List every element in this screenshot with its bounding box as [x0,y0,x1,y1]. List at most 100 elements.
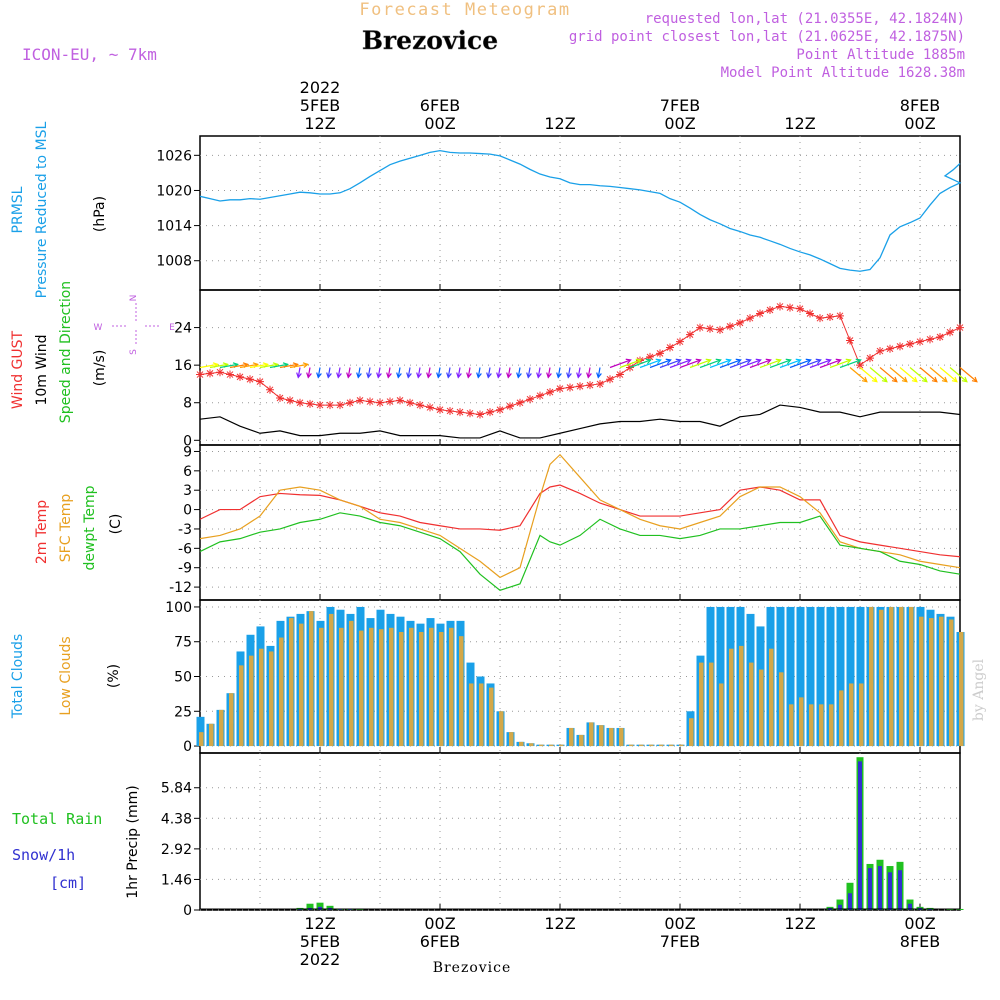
temp-label-dewpt: dewpt Temp [82,485,98,570]
low-cloud-bar [419,631,424,747]
pressure-panel-labels: PRMSL Pressure Reduced to MSL (hPa) [10,121,108,298]
pressure-ytick-label: 1014 [156,219,192,235]
wind-arrow-head [735,358,742,365]
gust-marker [206,369,214,378]
low-cloud-bar [429,627,434,747]
wind-arrow [447,367,451,378]
precipitation-frame [199,752,961,911]
wind-arrow [537,367,541,378]
gust-marker [426,403,434,412]
gust-marker [586,381,594,390]
low-cloud-bar [299,623,304,747]
rain-bar [316,902,324,910]
gust-marker [216,368,224,377]
temperature-ytick-label: -12 [169,580,192,596]
pressure-label-long: Pressure Reduced to MSL [34,121,50,298]
compass-s: S [129,349,139,355]
bottom-tick-label: 00Z [904,914,935,933]
wind-arrow [587,367,591,378]
low-cloud-bar [339,627,344,747]
wind-arrow-head [376,372,382,379]
top-tick-label: 00Z [424,114,455,133]
wind-arrow [417,367,421,378]
precip-panel-labels: Total Rain Snow/1h [cm] 1hr Precip (mm) [12,785,141,898]
low-cloud-bar [389,627,394,747]
wind-arrow-head [931,376,938,383]
gust-marker [786,303,794,312]
gust-marker [336,401,344,410]
wind-arrow [809,359,831,369]
wind-arrow [769,359,791,369]
low-cloud-bar [569,727,574,747]
wind-arrow-head [871,376,878,383]
top-tick-label: 12Z [784,114,815,133]
wind-arrow [909,367,928,383]
gust-marker [396,396,404,405]
gust-marker [266,385,274,394]
wind-arrow [487,367,491,378]
wind-arrow [307,367,311,378]
wind-arrow-head [951,376,958,383]
clouds-ytick-label: 0 [183,739,192,755]
wind-arrow [427,367,431,378]
temp-label-2m: 2m Temp [34,500,50,564]
wind-arrow [709,359,731,369]
low-cloud-bar [379,629,384,747]
wind-arrow [639,359,661,369]
total-cloud-bar [826,606,835,747]
low-cloud-bar [319,627,324,747]
clouds-ytick-label: 75 [174,635,192,651]
gust-marker [226,370,234,379]
wind-arrow-head [586,372,592,379]
gust-marker [476,410,484,419]
low-cloud-bar [509,732,514,747]
gust-marker [536,391,544,400]
temperature-ytick-label: 0 [183,503,192,519]
gust-marker [596,379,604,388]
dewpt-line [199,512,961,591]
low-cloud-bar [199,732,204,747]
wind-arrow-head [675,358,682,365]
low-cloud-bar [639,744,644,747]
total-cloud-bar [836,606,845,747]
wind-speed-line [199,404,961,439]
wind-arrow [259,363,278,369]
low-cloud-bar [219,709,224,747]
wind-arrow [269,363,288,369]
wind-arrow [387,367,391,378]
wind-arrow-head [526,372,532,379]
gust-marker [416,401,424,410]
wind-arrow [819,359,841,369]
cloud-panel-labels: Total Clouds Low Clouds (%) [10,634,122,719]
low-cloud-bar [929,618,934,747]
gust-marker [556,384,564,393]
gust-marker [376,398,384,407]
gust-marker [846,336,854,345]
cloud-label-low: Low Clouds [58,636,74,715]
top-tick-label: 00Z [664,114,695,133]
wind-arrow [779,359,801,369]
gust-marker [486,408,494,417]
low-cloud-bar [369,627,374,747]
wind-arrow [557,367,561,378]
gust-marker [316,401,324,410]
gust-marker [286,396,294,405]
wind-ytick-label: 8 [183,396,192,412]
low-cloud-bar [669,744,674,747]
wind-arrow-head [635,358,642,365]
gridpoint-coords: grid point closest lon,lat (21.0625E, 42… [569,29,965,45]
pressure-ytick-label: 1008 [156,254,192,270]
wind-ytick-label: 0 [183,433,192,449]
pressure-line [199,149,962,272]
wind-arrow [939,367,958,383]
wind-arrow [279,363,298,369]
low-cloud-bar [469,683,474,747]
wind-arrow [899,367,918,383]
wind-arrow [367,367,371,378]
wind-label-10m: 10m Wind [34,334,50,405]
low-cloud-bar [879,609,884,747]
wind-arrow-head [725,358,732,365]
low-cloud-bar [799,697,804,747]
wind-arrow-head [466,372,472,379]
